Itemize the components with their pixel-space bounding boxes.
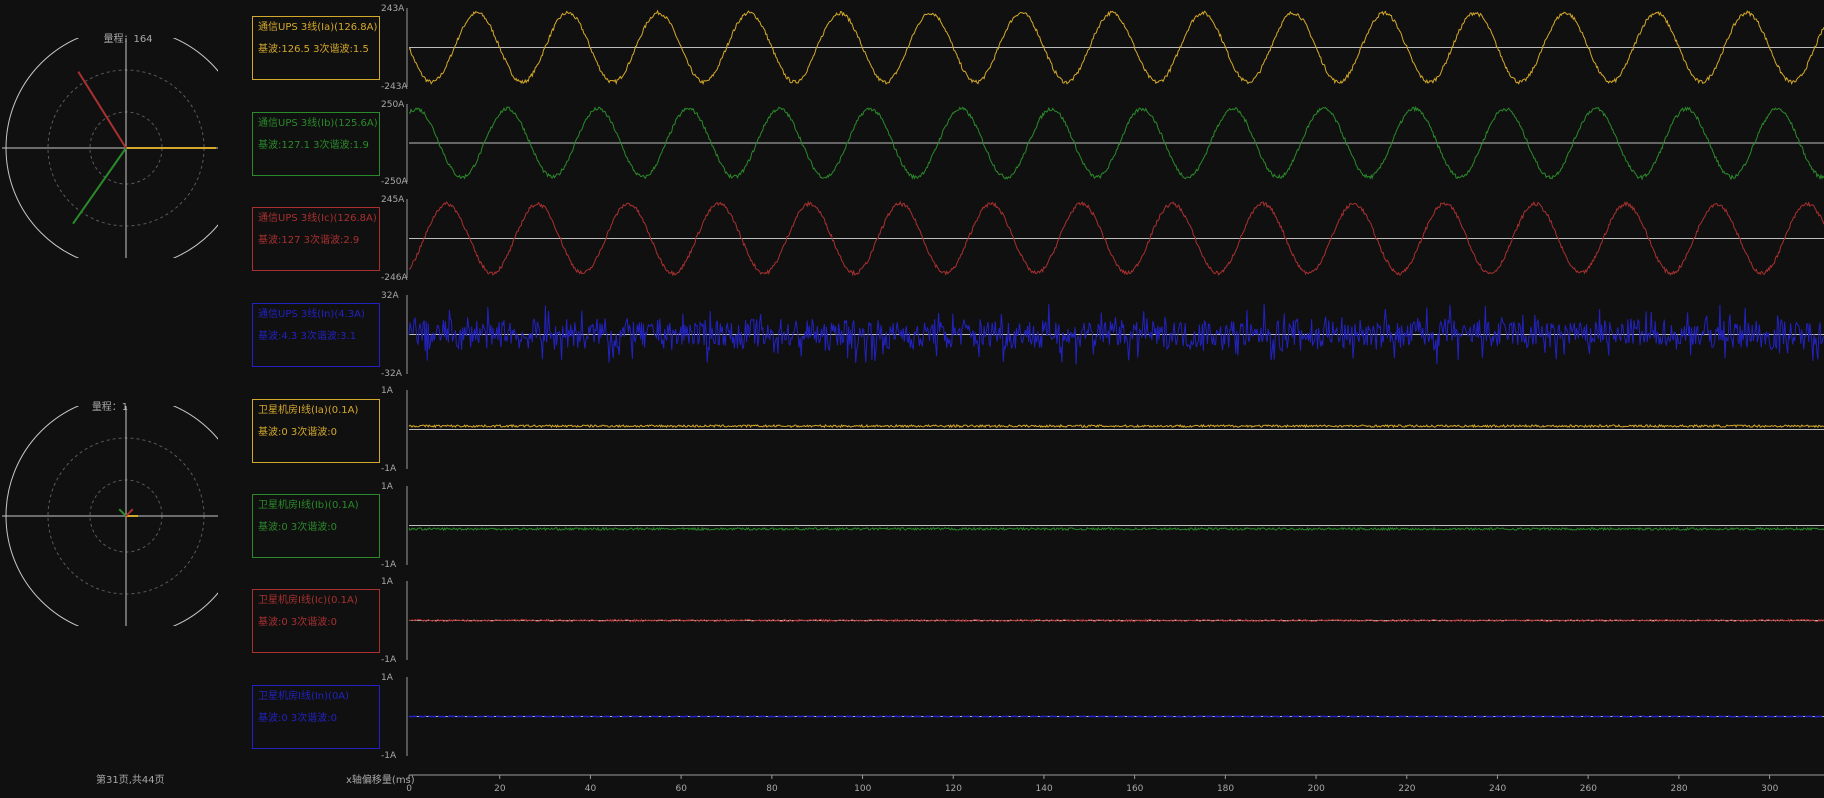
x-tick-label: 140	[1036, 784, 1053, 794]
x-tick-label: 20	[494, 784, 506, 794]
y-min-label-ch2: -250A	[381, 177, 408, 187]
y-max-label-ch8: 1A	[381, 673, 394, 683]
waveform-ch6	[409, 528, 1824, 530]
x-tick-label: 260	[1580, 784, 1597, 794]
y-max-label-ch4: 32A	[381, 291, 399, 301]
x-tick-label: 40	[585, 784, 597, 794]
x-tick-label: 60	[676, 784, 688, 794]
y-min-label-ch6: -1A	[381, 560, 397, 570]
x-tick-label: 160	[1126, 784, 1143, 794]
phasor-vector-Ic	[126, 509, 133, 516]
y-max-label-ch7: 1A	[381, 577, 394, 587]
y-max-label-ch6: 1A	[381, 482, 394, 492]
phasor-vector-Ib	[119, 509, 126, 516]
y-min-label-ch1: -243A	[381, 82, 408, 92]
y-min-label-ch4: -32A	[381, 369, 403, 379]
y-max-label-ch3: 245A	[381, 195, 405, 205]
x-tick-label: 240	[1489, 784, 1506, 794]
x-tick-label: 80	[766, 784, 778, 794]
x-tick-label: 200	[1308, 784, 1325, 794]
x-tick-label: 180	[1217, 784, 1234, 794]
y-min-label-ch7: -1A	[381, 655, 397, 665]
y-min-label-ch5: -1A	[381, 464, 397, 474]
x-tick-label: 100	[854, 784, 871, 794]
waveform-ch5	[409, 425, 1824, 427]
phasor-vector-Ic	[78, 72, 126, 148]
page-info: 第31页,共44页	[96, 771, 165, 786]
x-tick-label: 280	[1670, 784, 1687, 794]
y-max-label-ch5: 1A	[381, 386, 394, 396]
phasor-vector-Ib	[73, 148, 126, 224]
phasor-diagram-1	[0, 38, 218, 258]
x-tick-label: 120	[945, 784, 962, 794]
y-max-label-ch2: 250A	[381, 100, 405, 110]
y-min-label-ch3: -246A	[381, 273, 408, 283]
y-max-label-ch1: 243A	[381, 4, 405, 14]
phasor-diagram-2	[0, 406, 218, 626]
x-tick-label: 220	[1398, 784, 1415, 794]
y-min-label-ch8: -1A	[381, 751, 397, 761]
x-axis-label: x轴偏移量(ms)	[346, 771, 415, 786]
x-tick-label: 300	[1761, 784, 1778, 794]
waveform-panel: 243A -243A 250A -250A 245A -246A 32A -32A 1A -1A 1…	[330, 0, 1824, 798]
